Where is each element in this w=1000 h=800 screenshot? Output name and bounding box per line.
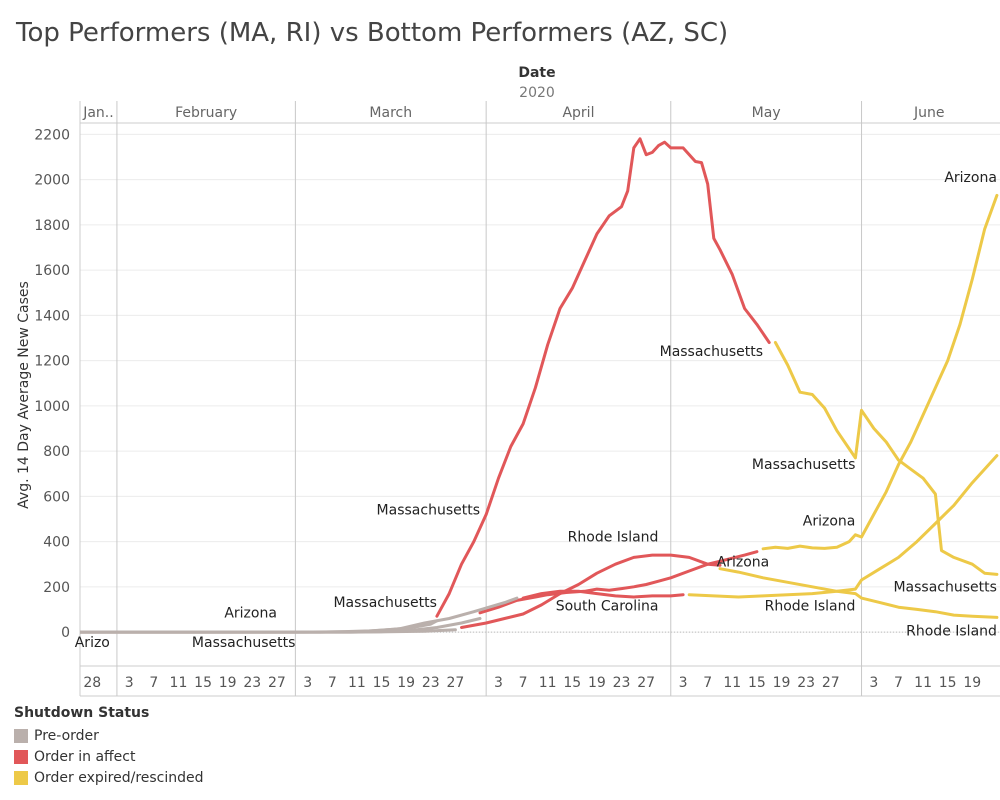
series-label: South Carolina xyxy=(556,599,659,615)
y-tick-label: 800 xyxy=(43,444,70,460)
y-tick-label: 1400 xyxy=(34,308,70,324)
series-label: Arizona xyxy=(224,605,277,621)
line-chart: Date 2020 0 200 400 600 800 1000 1200 1400 1600 180… xyxy=(16,65,1000,697)
y-axis-label: Avg. 14 Day Average New Cases xyxy=(16,281,32,509)
month-label: May xyxy=(752,105,781,121)
month-label: April xyxy=(562,105,594,121)
x-tick-label: 23 xyxy=(797,675,815,691)
x-tick-label: 27 xyxy=(268,675,286,691)
month-label: March xyxy=(369,105,412,121)
series-label: Rhode Island xyxy=(906,623,997,639)
x-tick-label: 15 xyxy=(563,675,581,691)
series-line-south-carolina xyxy=(80,596,519,634)
series-line-arizona xyxy=(761,193,999,551)
x-tick-label: 11 xyxy=(723,675,741,691)
x-tick-label: 11 xyxy=(348,675,366,691)
y-tick-label: 2000 xyxy=(34,173,70,189)
x-tick-label: 27 xyxy=(637,675,655,691)
series-label: Massachusetts xyxy=(660,344,763,360)
month-label: June xyxy=(913,105,945,121)
x-tick-label: 3 xyxy=(494,675,503,691)
x-tick-label: 23 xyxy=(243,675,261,691)
legend-item[interactable]: Order expired/rescinded xyxy=(14,767,204,788)
series-line-south-carolina xyxy=(687,454,999,599)
y-tick-label: 1800 xyxy=(34,218,70,234)
series-label: Massachusetts xyxy=(333,595,436,611)
y-tick-label: 200 xyxy=(43,580,70,596)
series-label: Rhode Island xyxy=(765,599,856,615)
x-tick-label: 7 xyxy=(328,675,337,691)
x-tick-label: 3 xyxy=(679,675,688,691)
x-tick-label: 19 xyxy=(588,675,606,691)
legend-swatch xyxy=(14,749,28,764)
series-label: Arizona xyxy=(717,554,770,570)
legend-label: Order in affect xyxy=(34,748,136,765)
y-tick-label: 600 xyxy=(43,489,70,505)
series-group xyxy=(80,137,999,634)
series-label: Massachusetts xyxy=(377,502,480,518)
y-tick-label: 2200 xyxy=(34,127,70,143)
x-tick-label: 23 xyxy=(613,675,631,691)
legend-item[interactable]: Pre-order xyxy=(14,725,204,746)
x-tick-label: 3 xyxy=(303,675,312,691)
legend-swatch xyxy=(14,728,28,743)
y-tick-label: 0 xyxy=(61,625,70,641)
chart-title: Top Performers (MA, RI) vs Bottom Perfor… xyxy=(16,18,729,48)
x-tick-label: 19 xyxy=(963,675,981,691)
series-label: Arizona xyxy=(803,514,856,530)
x-axis-subtitle: 2020 xyxy=(519,85,555,101)
x-tick-label: 15 xyxy=(373,675,391,691)
y-tick-label: 400 xyxy=(43,535,70,551)
x-tick-label: 3 xyxy=(869,675,878,691)
x-tick-label: 19 xyxy=(219,675,237,691)
series-line-massachusetts xyxy=(773,341,999,576)
series-label: Arizona xyxy=(944,170,997,186)
series-label: Rhode Island xyxy=(568,530,659,546)
x-tick-label: 23 xyxy=(422,675,440,691)
legend-swatch xyxy=(14,770,28,785)
x-tick-label: 15 xyxy=(939,675,957,691)
series-line-south-carolina xyxy=(521,589,685,600)
x-tick-label: 7 xyxy=(703,675,712,691)
x-tick-label: 11 xyxy=(170,675,188,691)
series-label: Massachusetts xyxy=(752,457,855,473)
x-tick-label: 7 xyxy=(519,675,528,691)
series-label: Arizo xyxy=(75,635,110,651)
legend-label: Pre-order xyxy=(34,727,99,744)
x-tick-label: 27 xyxy=(446,675,464,691)
x-tick-label: 7 xyxy=(894,675,903,691)
month-label: February xyxy=(175,105,237,121)
series-label: Massachusetts xyxy=(192,635,295,651)
x-axis-title: Date xyxy=(518,65,555,81)
x-tick-label: 27 xyxy=(822,675,840,691)
x-tick-label: 7 xyxy=(149,675,158,691)
x-tick-label: 15 xyxy=(194,675,212,691)
legend: Shutdown Status Pre-order Order in affect… xyxy=(14,705,204,788)
month-label: Jan.. xyxy=(82,105,113,121)
y-tick-label: 1000 xyxy=(34,399,70,415)
x-tick-label: 19 xyxy=(397,675,415,691)
legend-item[interactable]: Order in affect xyxy=(14,746,204,767)
series-line-massachusetts xyxy=(435,137,771,618)
series-line-rhode-island xyxy=(460,553,722,629)
x-tick-label: 3 xyxy=(125,675,134,691)
y-tick-label: 1600 xyxy=(34,263,70,279)
y-tick-label: 1200 xyxy=(34,354,70,370)
series-label: Massachusetts xyxy=(893,579,996,595)
x-tick-label: 28 xyxy=(83,675,101,691)
x-tick-label: 15 xyxy=(748,675,766,691)
series-line-rhode-island xyxy=(718,567,999,619)
legend-label: Order expired/rescinded xyxy=(34,769,204,786)
x-tick-label: 11 xyxy=(914,675,932,691)
legend-title: Shutdown Status xyxy=(14,705,150,721)
x-tick-label: 19 xyxy=(773,675,791,691)
x-tick-label: 11 xyxy=(539,675,557,691)
